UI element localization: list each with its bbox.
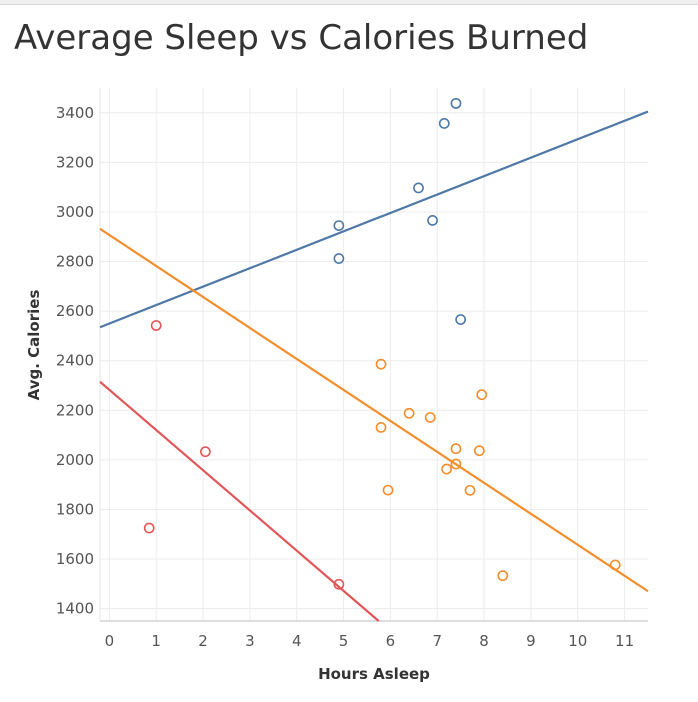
top-rule xyxy=(0,0,698,5)
data-points xyxy=(143,97,621,590)
x-axis-title: Hours Asleep xyxy=(318,665,430,683)
y-tick-label: 2000 xyxy=(56,451,94,469)
y-tick-label: 3400 xyxy=(56,104,94,122)
x-tick-label: 0 xyxy=(105,632,115,650)
data-point xyxy=(375,358,387,370)
y-tick-label: 1400 xyxy=(56,600,94,618)
data-point xyxy=(424,412,436,423)
data-point xyxy=(450,97,462,109)
x-tick-label: 3 xyxy=(245,632,255,650)
data-point xyxy=(464,484,476,496)
y-tick-label: 1800 xyxy=(56,500,94,518)
x-tick-label: 8 xyxy=(479,632,489,650)
data-point xyxy=(450,458,462,470)
y-tick-label: 3000 xyxy=(56,203,94,221)
data-point xyxy=(150,320,162,331)
x-tick-label: 11 xyxy=(615,632,634,650)
data-point xyxy=(450,443,462,455)
data-point xyxy=(199,446,211,458)
data-point xyxy=(333,220,345,231)
x-tick-label: 2 xyxy=(198,632,208,650)
x-tick-label: 10 xyxy=(568,632,587,650)
data-point xyxy=(403,407,415,419)
data-point xyxy=(375,421,387,433)
y-tick-label: 2200 xyxy=(56,401,94,419)
trend-lines xyxy=(99,110,649,622)
x-tick-label: 1 xyxy=(151,632,161,650)
data-point xyxy=(438,118,450,129)
data-point xyxy=(609,559,621,571)
data-point xyxy=(427,214,438,226)
y-tick-label: 2800 xyxy=(56,253,94,271)
axes xyxy=(99,88,648,622)
trend-line xyxy=(99,110,649,329)
trend-line xyxy=(99,380,380,622)
data-point xyxy=(143,522,155,534)
x-tick-label: 4 xyxy=(292,632,302,650)
data-point xyxy=(441,463,452,475)
y-axis-title: Avg. Calories xyxy=(25,290,43,401)
data-point xyxy=(333,578,345,590)
data-point xyxy=(473,445,485,457)
data-point xyxy=(455,314,467,325)
x-tick-label: 7 xyxy=(432,632,442,650)
x-tick-label: 5 xyxy=(339,632,349,650)
data-point xyxy=(497,570,509,582)
data-point xyxy=(333,253,345,264)
data-point xyxy=(382,484,394,496)
y-tick-label: 3200 xyxy=(56,153,94,171)
grid-lines xyxy=(100,88,648,621)
y-tick-label: 2400 xyxy=(56,352,94,370)
chart-title: Average Sleep vs Calories Burned xyxy=(14,18,589,58)
data-point xyxy=(476,389,488,401)
tick-labels: 1400 1600 1800 2000 2200 2400 2600 2800 3000 3200… xyxy=(56,104,634,650)
y-tick-label: 1600 xyxy=(56,550,94,568)
y-tick-label: 2600 xyxy=(56,302,94,320)
x-tick-label: 9 xyxy=(526,632,536,650)
trend-line xyxy=(99,227,649,593)
x-tick-label: 6 xyxy=(386,632,396,650)
data-point xyxy=(413,182,424,194)
